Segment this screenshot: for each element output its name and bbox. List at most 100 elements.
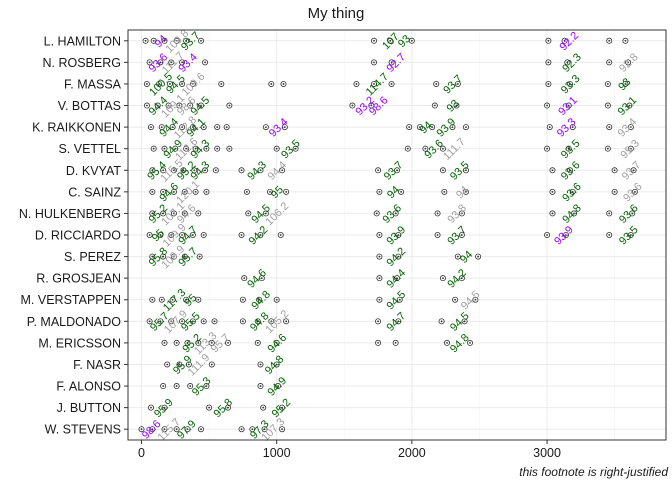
- data-point: [373, 210, 380, 217]
- data-point: [138, 426, 145, 433]
- data-point: [629, 210, 636, 217]
- data-point: [604, 80, 611, 87]
- data-point: [189, 231, 196, 238]
- data-point: [458, 210, 465, 217]
- data-point: [273, 361, 280, 368]
- data-point: [606, 231, 613, 238]
- data-point: [433, 80, 440, 87]
- data-point: [200, 318, 207, 325]
- data-point: [260, 404, 267, 411]
- data-point: [142, 37, 149, 44]
- data-point: [161, 145, 168, 152]
- plot-frame: [127, 29, 667, 441]
- data-point: [179, 231, 186, 238]
- data-point: [549, 167, 556, 174]
- data-point: [157, 231, 164, 238]
- data-point: [283, 318, 290, 325]
- data-point: [192, 145, 199, 152]
- data-point: [395, 253, 402, 260]
- data-point: [392, 339, 399, 346]
- data-point: [212, 167, 219, 174]
- data-point: [392, 210, 399, 217]
- data-point: [143, 80, 150, 87]
- y-tick-label: C. SAINZ: [68, 185, 121, 199]
- data-point: [434, 210, 441, 217]
- data-point: [183, 37, 190, 44]
- y-tick-label: J. BUTTON: [57, 401, 121, 415]
- x-axis-labels: 0 1000 2000 3000: [138, 440, 561, 460]
- y-tick-label: D. RICCIARDO: [35, 229, 121, 243]
- data-point: [368, 102, 375, 109]
- data-point: [170, 253, 177, 260]
- y-tick-label: F. NASR: [73, 358, 121, 372]
- data-point: [238, 167, 245, 174]
- data-point: [439, 275, 446, 282]
- y-tick-label: F. ALONSO: [56, 380, 121, 394]
- data-point: [160, 253, 167, 260]
- x-tick-label: 1000: [263, 446, 291, 460]
- data-point: [189, 80, 196, 87]
- data-point: [546, 124, 553, 131]
- data-point: [149, 296, 156, 303]
- data-point: [544, 102, 551, 109]
- data-point: [189, 124, 196, 131]
- data-point: [283, 188, 290, 195]
- data-point: [627, 145, 634, 152]
- data-point: [422, 145, 429, 152]
- y-axis-labels: L. HAMILTON N. ROSBERG F. MASSA V. BOTTAS K.…: [19, 34, 128, 437]
- y-tick-label: L. HAMILTON: [44, 34, 121, 48]
- data-point: [225, 339, 232, 346]
- data-point: [565, 145, 572, 152]
- data-point: [257, 167, 264, 174]
- data-point: [147, 404, 154, 411]
- data-points: [138, 37, 638, 433]
- data-point: [567, 80, 574, 87]
- data-point: [376, 296, 383, 303]
- data-point: [187, 102, 194, 109]
- data-point: [195, 339, 202, 346]
- data-point: [273, 296, 280, 303]
- data-point: [184, 339, 191, 346]
- data-point: [388, 80, 395, 87]
- data-point: [630, 167, 637, 174]
- data-point: [225, 404, 232, 411]
- data-point: [179, 59, 186, 66]
- data-point: [416, 124, 423, 131]
- data-point: [179, 80, 186, 87]
- data-point: [180, 167, 187, 174]
- data-point: [606, 124, 613, 131]
- data-point: [146, 318, 153, 325]
- data-point: [458, 275, 465, 282]
- data-point: [544, 231, 551, 238]
- data-point: [376, 275, 383, 282]
- data-point: [154, 102, 161, 109]
- data-point: [197, 102, 204, 109]
- data-point: [279, 426, 286, 433]
- data-point: [453, 102, 460, 109]
- data-point: [395, 231, 402, 238]
- data-point: [376, 231, 383, 238]
- data-point: [376, 188, 383, 195]
- data-point: [349, 102, 356, 109]
- data-point: [268, 318, 275, 325]
- data-point: [249, 426, 256, 433]
- data-point: [439, 145, 446, 152]
- data-point: [452, 296, 459, 303]
- data-point: [238, 231, 245, 238]
- y-tick-label: N. ROSBERG: [43, 56, 122, 70]
- data-point: [173, 339, 180, 346]
- data-point: [388, 59, 395, 66]
- data-point: [258, 275, 265, 282]
- data-point: [461, 318, 468, 325]
- data-point: [611, 188, 618, 195]
- data-point: [168, 318, 175, 325]
- x-tick-label: 0: [138, 446, 145, 460]
- y-tick-label: D. KVYAT: [66, 164, 121, 178]
- data-point: [545, 59, 552, 66]
- data-point: [161, 426, 168, 433]
- data-point: [562, 231, 569, 238]
- data-point: [444, 339, 451, 346]
- x-tick-label: 3000: [533, 446, 561, 460]
- chart-title: My thing: [308, 5, 365, 22]
